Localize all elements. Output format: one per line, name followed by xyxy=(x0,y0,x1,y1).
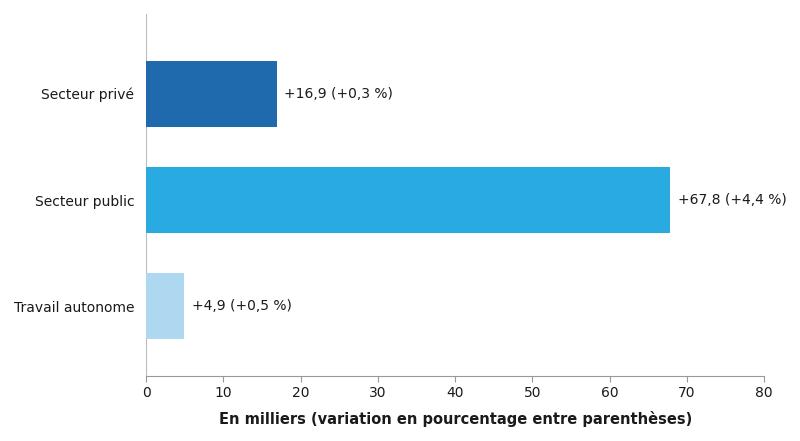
Bar xyxy=(146,273,184,340)
Text: +16,9 (+0,3 %): +16,9 (+0,3 %) xyxy=(285,87,394,101)
X-axis label: En milliers (variation en pourcentage entre parenthèses): En milliers (variation en pourcentage en… xyxy=(218,411,692,427)
Bar xyxy=(146,167,670,233)
Text: +4,9 (+0,5 %): +4,9 (+0,5 %) xyxy=(192,299,292,314)
Bar xyxy=(146,61,277,127)
Text: +67,8 (+4,4 %): +67,8 (+4,4 %) xyxy=(678,193,786,207)
